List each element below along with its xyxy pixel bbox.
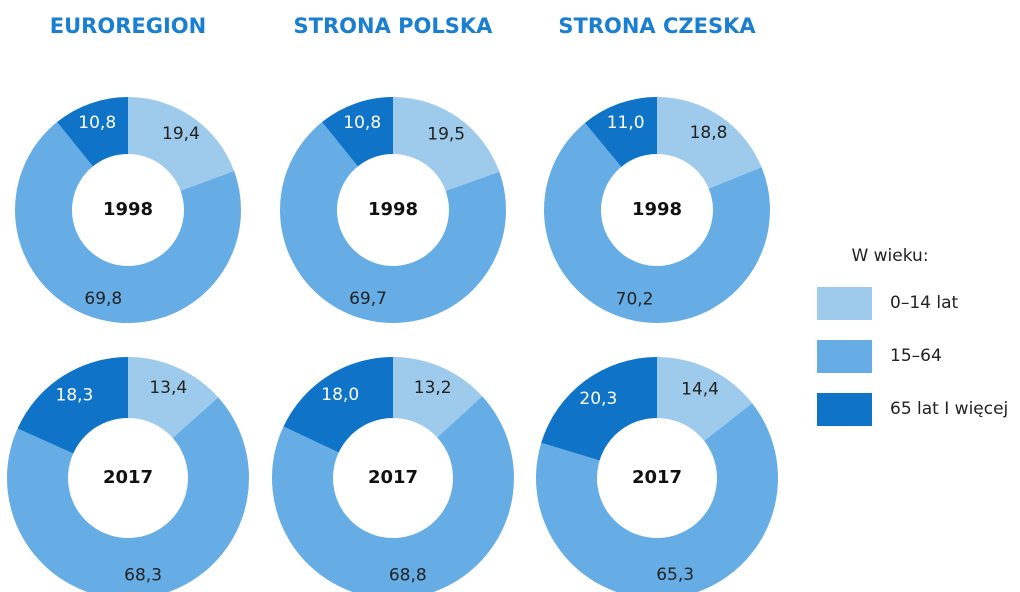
legend-label: 0–14 lat <box>890 293 958 313</box>
value-label: 65,3 <box>656 565 694 585</box>
legend-label: 15–64 <box>890 346 942 366</box>
value-label: 10,8 <box>343 113 381 133</box>
legend-swatch <box>817 340 872 373</box>
donut-slice <box>279 122 506 324</box>
center-label: 2017 <box>632 467 682 488</box>
center-label: 2017 <box>103 467 153 488</box>
donut-slice <box>128 97 235 191</box>
value-label: 10,8 <box>78 113 116 133</box>
donut-slice <box>57 97 128 167</box>
donut-slice <box>272 396 514 592</box>
legend-label: 65 lat I więcej <box>890 399 1008 419</box>
donut-slice <box>584 97 657 167</box>
value-label: 14,4 <box>681 379 719 399</box>
value-label: 70,2 <box>616 290 654 310</box>
donut-slice <box>17 357 129 454</box>
center-label: 1998 <box>368 199 418 220</box>
donut-slice <box>393 97 500 192</box>
donut-slice <box>657 357 753 441</box>
donut-slice <box>128 357 219 439</box>
value-label: 68,8 <box>389 565 427 585</box>
donut-slice <box>283 357 393 453</box>
value-label: 20,3 <box>579 389 617 409</box>
center-label: 1998 <box>103 199 153 220</box>
value-label: 19,5 <box>427 124 465 144</box>
column-title: STRONA CZESKA <box>558 14 756 38</box>
donut-slice <box>657 97 762 189</box>
column-title: EUROREGION <box>50 14 206 38</box>
value-label: 18,8 <box>690 123 728 143</box>
value-label: 69,7 <box>349 289 387 309</box>
value-label: 19,4 <box>162 124 200 144</box>
donut-slice <box>393 357 483 438</box>
donut-slice <box>541 357 657 461</box>
donut-slice <box>544 122 770 323</box>
column-title: STRONA POLSKA <box>294 14 494 38</box>
legend-title: W wieku: <box>851 246 928 266</box>
value-label: 13,4 <box>149 378 187 398</box>
donut-slice <box>14 122 241 324</box>
legend-swatch <box>817 287 872 320</box>
value-label: 18,0 <box>321 385 359 405</box>
value-label: 13,2 <box>414 378 452 398</box>
value-label: 11,0 <box>607 113 645 133</box>
donut-slice <box>322 97 393 167</box>
donut-slice <box>7 397 249 592</box>
value-label: 18,3 <box>56 385 94 405</box>
value-label: 68,3 <box>124 565 162 585</box>
value-label: 69,8 <box>84 289 122 309</box>
center-label: 1998 <box>632 199 682 220</box>
legend-swatch <box>817 393 872 426</box>
center-label: 2017 <box>368 467 418 488</box>
donut-slice <box>536 403 778 592</box>
